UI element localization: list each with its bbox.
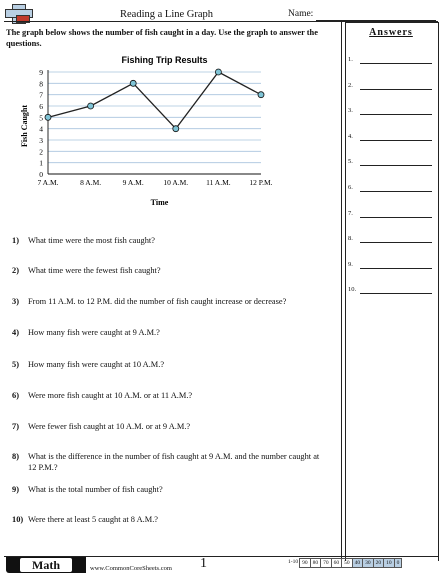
question-number: 1) [12,236,19,245]
question-text: How many fish were caught at 9 A.M.? [28,328,160,337]
worksheet-title: Reading a Line Graph [120,9,214,20]
answer-number: 4. [348,132,353,140]
question-number: 10) [12,515,24,524]
y-tick-label: 5 [39,113,43,122]
answer-number: 9. [348,260,353,268]
answer-line[interactable] [360,63,432,64]
question-text: What time were the fewest fish caught? [28,266,161,275]
data-point [44,113,52,121]
answers-title: Answers [369,27,413,38]
answer-number: 6. [348,184,353,191]
answer-number: 3. [348,107,353,115]
score-range: 1-10 [288,559,299,565]
y-tick-label: 3 [39,136,43,145]
question-text: What is the difference in the number of … [28,452,320,472]
y-axis-label: Fish Caught [20,105,29,147]
y-tick-label: 7 [39,91,43,100]
answer-line[interactable] [360,139,432,141]
question-text: What time were the most fish caught? [28,236,155,245]
data-point [87,102,94,110]
question-text: Were there at least 5 caught at 8 A.M.? [28,515,159,524]
answer-line[interactable] [360,191,432,192]
score-box: 0 [393,558,403,568]
answer-line[interactable] [360,114,432,116]
name-label: Name: [288,9,314,19]
answer-line[interactable] [360,165,432,167]
data-point [257,91,265,99]
answer-panel-divider [341,22,342,560]
question-text: Were more fish caught at 10 A.M. or at 1… [28,391,193,400]
x-tick-label: 10 A.M. [163,178,188,187]
y-tick-label: 0 [39,170,43,179]
question-number: 5) [12,360,19,369]
score-scale: 1-10 90 80 70 60 50 40 30 20 10 0 [287,558,403,568]
data-point [172,125,180,133]
y-tick-label: 4 [39,125,43,134]
answer-line[interactable] [360,88,432,90]
subject-label: Math [20,558,72,572]
x-tick-label: 7 A.M. [37,178,58,187]
x-tick-label: 9 A.M. [123,178,144,187]
y-tick-label: 8 [39,79,43,88]
question-number: 7) [12,422,19,431]
answer-number: 2. [348,81,353,89]
question-text: From 11 A.M. to 12 P.M. did the number o… [28,297,287,306]
page-number: 1 [200,556,207,571]
subject-tab: Math [6,557,86,573]
site-url: www.CommonCoreSheets.com [90,565,172,572]
x-tick-label: 11 A.M. [206,178,231,187]
y-tick-label: 1 [39,159,43,168]
y-tick-label: 2 [39,147,43,156]
line-chart: 0 1 2 3 4 5 6 7 8 9 7 A.M. 8 A.M. 9 A.M. 10 A.M. 11 A.… [20,55,273,207]
question-number: 4) [12,328,19,337]
question-number: 2) [12,266,19,275]
instructions: The graph below shows the number of fish… [6,28,318,48]
question-number: 9) [12,485,19,494]
series-line [47,71,262,130]
answer-line[interactable] [360,267,432,269]
y-tick-label: 9 [39,68,43,77]
answer-number: 1. [348,56,353,63]
answer-number: 7. [348,209,353,217]
header-divider [4,21,438,22]
y-tick-label: 6 [39,102,43,111]
answer-line[interactable] [360,216,432,218]
x-axis-label: Time [151,198,169,207]
answer-number: 8. [348,235,353,243]
answer-number: 5. [348,158,353,166]
answer-number: 10. [348,286,357,294]
x-tick-label: 12 P.M. [249,178,272,187]
question-number: 8) [12,452,19,461]
footer-divider [4,556,438,557]
question-text: How many fish were caught at 10 A.M.? [28,360,165,369]
answer-line[interactable] [360,242,432,244]
x-tick-label: 8 A.M. [80,178,101,187]
question-number: 3) [12,297,19,306]
chart-title: Fishing Trip Results [121,55,207,65]
question-text: Were fewer fish caught at 10 A.M. or at … [28,422,191,431]
answer-panel [345,22,439,561]
data-point [129,79,137,87]
question-number: 6) [12,391,19,400]
question-text: What is the total number of fish caught? [28,485,163,494]
name-field[interactable] [316,20,436,21]
answer-line[interactable] [360,293,432,295]
data-point [214,68,222,76]
